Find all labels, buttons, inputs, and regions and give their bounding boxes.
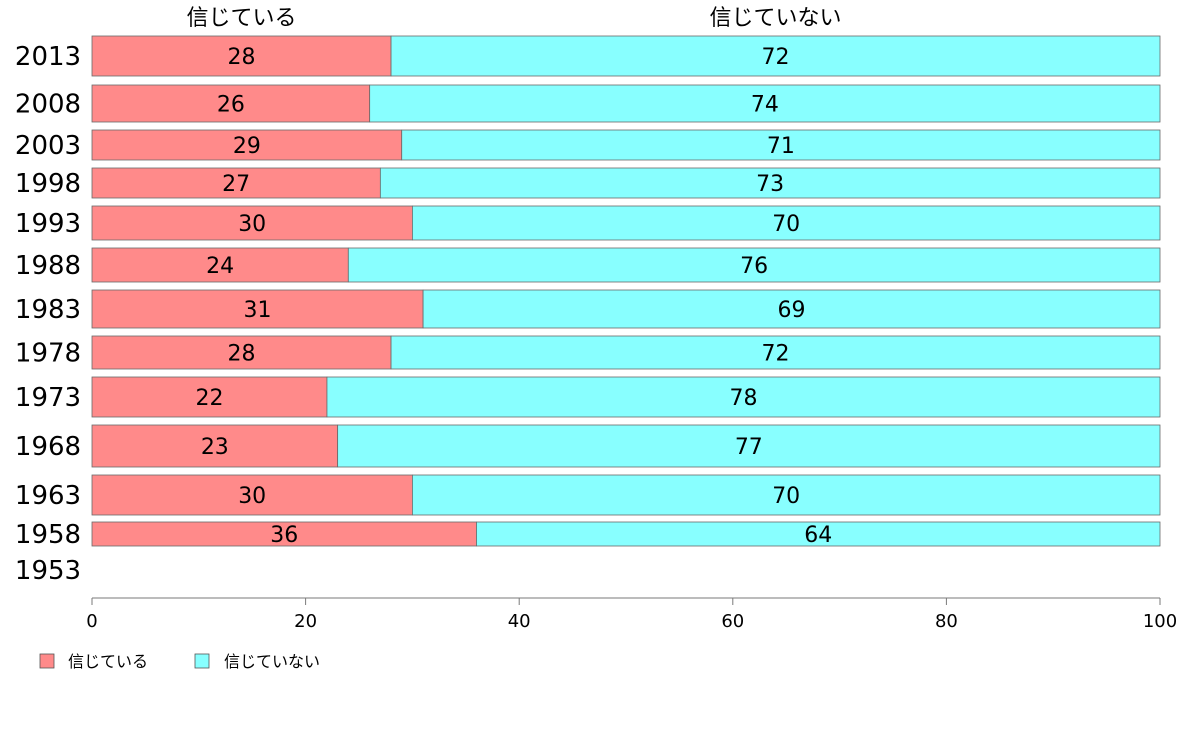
year-label-1993: 1993 <box>15 209 81 239</box>
bar-1958-series-1 <box>476 521 1161 547</box>
x-tick-label-80: 80 <box>935 611 958 632</box>
legend-swatch-1 <box>194 653 210 669</box>
legend-label-1: 信じていない <box>224 652 320 671</box>
bar-2008-series-1 <box>369 84 1161 123</box>
bar-1963-series-1 <box>411 474 1161 516</box>
bar-1973-series-1 <box>326 376 1161 418</box>
bar-1978-series-1 <box>390 335 1161 370</box>
bar-value-1988-series-0: 24 <box>206 254 234 279</box>
legend: 信じている 信じていない <box>39 652 320 671</box>
year-label-1963: 1963 <box>15 481 81 511</box>
bar-value-1963-series-0: 30 <box>238 484 266 509</box>
bar-1998-series-0 <box>91 167 381 199</box>
bar-value-1963-series-1: 70 <box>772 484 800 509</box>
bar-1963-series-0 <box>91 474 413 516</box>
x-tick-label-40: 40 <box>508 611 531 632</box>
bar-1988-series-1 <box>347 247 1161 283</box>
header-series-1: 信じていない <box>710 6 842 31</box>
bar-value-1973-series-0: 22 <box>195 386 223 411</box>
bar-value-1978-series-1: 72 <box>762 342 790 367</box>
bar-value-1978-series-0: 28 <box>228 342 256 367</box>
bar-value-1988-series-1: 76 <box>740 254 768 279</box>
year-label-1968: 1968 <box>15 432 81 462</box>
bar-value-1993-series-1: 70 <box>772 212 800 237</box>
bar-2003-series-1 <box>401 129 1161 161</box>
bar-value-1973-series-1: 78 <box>729 386 757 411</box>
year-label-2008: 2008 <box>15 90 81 120</box>
bar-1993-series-0 <box>91 205 413 241</box>
x-tick-label-20: 20 <box>294 611 317 632</box>
x-tick-label-60: 60 <box>721 611 744 632</box>
header-series-0: 信じている <box>187 6 297 31</box>
bar-value-1998-series-1: 73 <box>756 172 784 197</box>
year-label-1978: 1978 <box>15 339 81 369</box>
bar-value-1983-series-0: 31 <box>244 298 272 323</box>
bar-1973-series-0 <box>91 376 328 418</box>
bar-value-1998-series-0: 27 <box>222 172 250 197</box>
bar-2008-series-0 <box>91 84 371 123</box>
bar-value-1983-series-1: 69 <box>778 298 806 323</box>
column-headers: 信じている 信じていない <box>187 6 842 31</box>
bar-2003-series-0 <box>91 129 403 161</box>
x-tick-label-100: 100 <box>1143 611 1177 632</box>
bar-1968-series-0 <box>91 424 339 468</box>
legend-label-0: 信じている <box>68 652 148 671</box>
bar-value-1958-series-0: 36 <box>270 523 298 548</box>
bar-1968-series-1 <box>337 424 1161 468</box>
bar-value-1958-series-1: 64 <box>804 523 832 548</box>
bar-2013-series-0 <box>91 35 392 77</box>
year-label-1983: 1983 <box>15 295 81 325</box>
year-label-2013: 2013 <box>15 42 81 72</box>
year-label-1958: 1958 <box>15 520 81 550</box>
bar-1983-series-0 <box>91 289 424 329</box>
bar-value-2008-series-0: 26 <box>217 93 245 118</box>
bar-1993-series-1 <box>411 205 1161 241</box>
bar-1958-series-0 <box>91 521 477 547</box>
legend-swatch-0 <box>39 653 55 669</box>
bar-value-2003-series-1: 71 <box>767 134 795 159</box>
year-label-1988: 1988 <box>15 251 81 281</box>
year-label-1953: 1953 <box>15 556 81 586</box>
bar-value-2008-series-1: 74 <box>751 93 779 118</box>
bar-value-1968-series-0: 23 <box>201 435 229 460</box>
bar-value-1968-series-1: 77 <box>735 435 763 460</box>
bars: 28 72 26 74 29 71 27 73 30 70 24 76 31 69 28 72 22 78 23 77… <box>91 35 1161 548</box>
bar-1983-series-1 <box>422 289 1161 329</box>
bar-value-2013-series-0: 28 <box>228 45 256 70</box>
bar-2013-series-1 <box>390 35 1161 77</box>
bar-value-1993-series-0: 30 <box>238 212 266 237</box>
bar-1998-series-1 <box>379 167 1161 199</box>
bar-value-2013-series-1: 72 <box>762 45 790 70</box>
year-label-2003: 2003 <box>15 131 81 161</box>
x-tick-label-0: 0 <box>86 611 97 632</box>
x-axis: 0 20 40 60 80 100 <box>86 597 1177 632</box>
year-label-1998: 1998 <box>15 169 81 199</box>
bar-value-2003-series-0: 29 <box>233 134 261 159</box>
year-label-1973: 1973 <box>15 383 81 413</box>
year-labels: 2013 2008 2003 1998 1993 1988 1983 1978 1973 1968… <box>15 42 81 586</box>
